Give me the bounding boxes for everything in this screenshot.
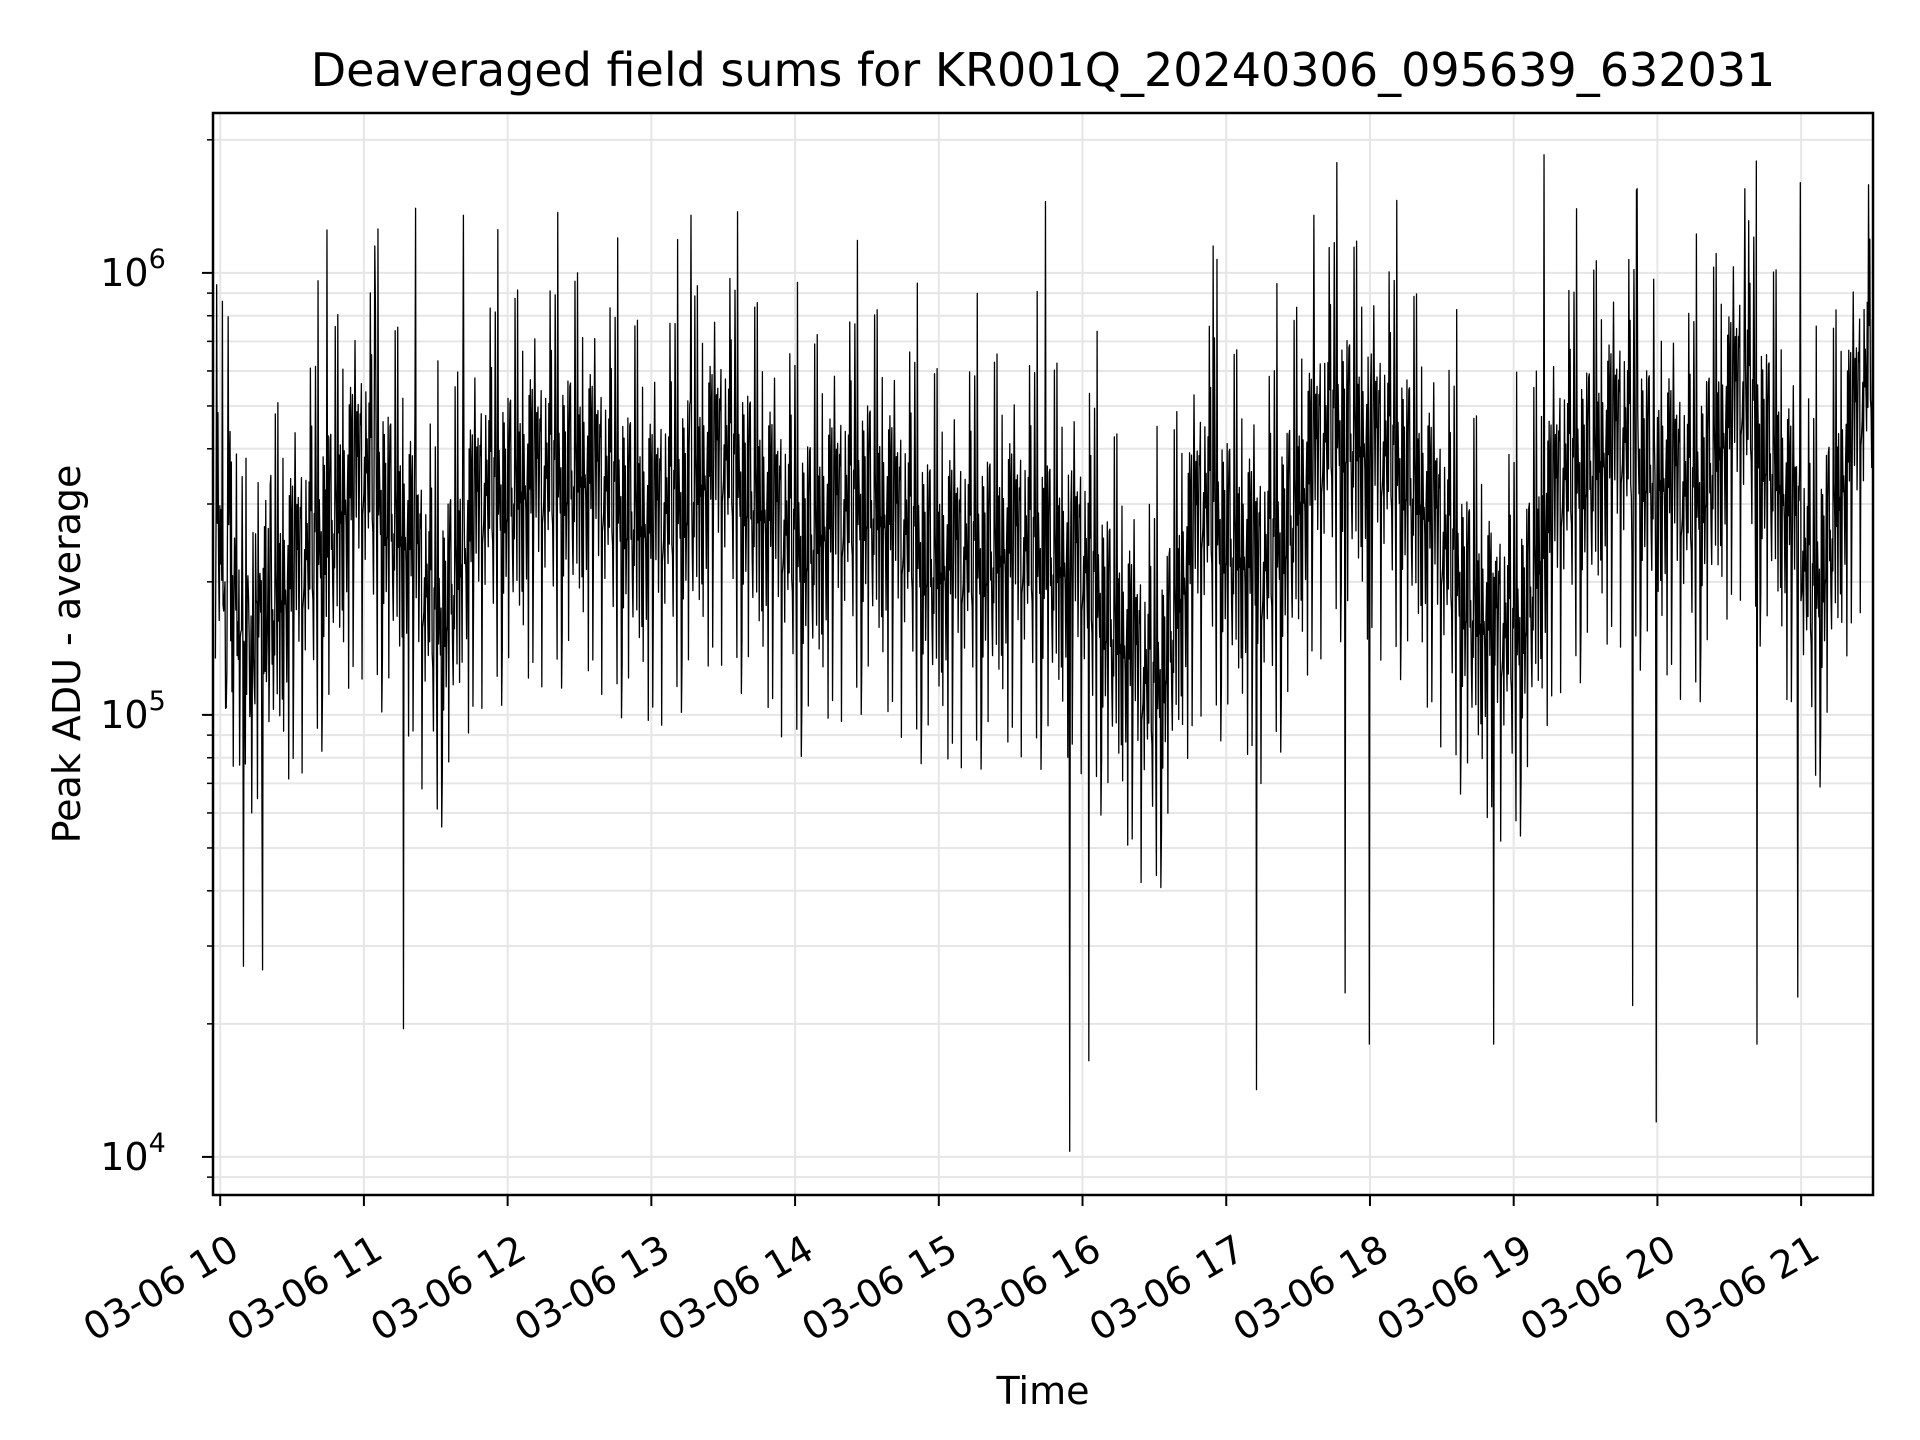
y-tick-label: 105 [100, 686, 166, 737]
plot-frame [211, 111, 1875, 1197]
series-line [214, 154, 1874, 1152]
chart-title: Deaveraged field sums for KR001Q_2024030… [311, 43, 1776, 97]
y-axis-label: Peak ADU - average [45, 465, 89, 844]
x-axis-label: Time [996, 1369, 1090, 1413]
y-tick-label: 104 [100, 1128, 166, 1179]
plot-area [214, 154, 1874, 1152]
y-axis: 104 105 106 [100, 139, 213, 1179]
y-tick-label: 106 [100, 244, 166, 295]
